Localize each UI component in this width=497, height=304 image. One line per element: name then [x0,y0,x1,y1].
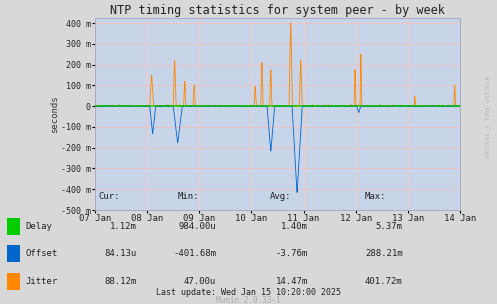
Text: 14.47m: 14.47m [276,277,308,286]
Text: -401.68m: -401.68m [173,249,216,258]
Text: 1.40m: 1.40m [281,222,308,231]
Text: Avg:: Avg: [270,192,292,201]
Text: -3.76m: -3.76m [276,249,308,258]
Text: 5.37m: 5.37m [376,222,403,231]
Text: Max:: Max: [364,192,386,201]
Text: 288.21m: 288.21m [365,249,403,258]
Text: Munin 2.0.33-1: Munin 2.0.33-1 [216,296,281,304]
Text: Delay: Delay [26,222,53,231]
Text: 88.12m: 88.12m [104,277,137,286]
Text: Min:: Min: [178,192,200,201]
Text: Cur:: Cur: [98,192,120,201]
Text: 1.12m: 1.12m [110,222,137,231]
Text: Jitter: Jitter [26,277,58,286]
Text: 84.13u: 84.13u [104,249,137,258]
Text: 984.00u: 984.00u [178,222,216,231]
Y-axis label: seconds: seconds [50,95,60,133]
Title: NTP timing statistics for system peer - by week: NTP timing statistics for system peer - … [110,4,445,17]
Text: Offset: Offset [26,249,58,258]
Text: Last update: Wed Jan 15 10:20:00 2025: Last update: Wed Jan 15 10:20:00 2025 [156,288,341,298]
Text: 47.00u: 47.00u [184,277,216,286]
Text: RRDTOOL / TOBI OETIKER: RRDTOOL / TOBI OETIKER [486,76,491,158]
Text: 401.72m: 401.72m [365,277,403,286]
